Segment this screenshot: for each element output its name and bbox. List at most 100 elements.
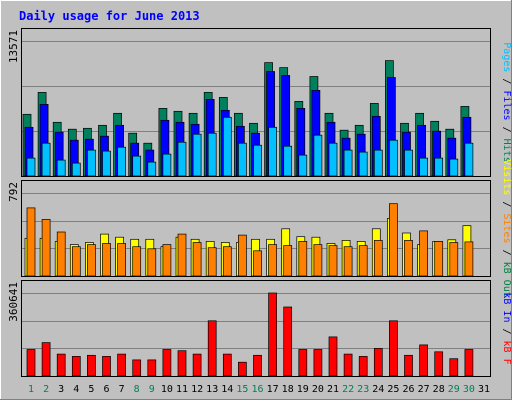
day-label-18: 18: [282, 384, 294, 395]
bar-sites-day-28: [435, 241, 443, 276]
day-label-25: 25: [387, 384, 399, 395]
day-label-9: 9: [149, 384, 155, 395]
bar-pages-day-29: [450, 159, 458, 176]
bar-pages-day-28: [435, 158, 443, 176]
day-label-1: 1: [28, 384, 34, 395]
bar-sites-day-15: [238, 235, 246, 276]
day-label-8: 8: [134, 384, 140, 395]
bar-kb-f-day-21: [329, 337, 337, 376]
bar-sites-day-16: [254, 251, 262, 276]
bar-kb-f-day-30: [465, 350, 473, 377]
day-label-27: 27: [418, 384, 430, 395]
side-legend-kbin-kbf: kB In / kB F: [501, 292, 512, 364]
bar-kb-f-day-20: [314, 350, 322, 377]
bar-kb-f-day-25: [389, 321, 397, 376]
bar-pages-day-30: [465, 143, 473, 176]
bar-pages-day-11: [178, 142, 186, 176]
bar-kb-f-day-17: [269, 293, 277, 376]
bar-sites-day-3: [57, 232, 65, 276]
bar-pages-day-21: [329, 143, 337, 176]
day-label-13: 13: [206, 384, 218, 395]
bar-sites-day-20: [314, 245, 322, 276]
side-legend-part-hits-files-pages-0: Pages: [501, 42, 512, 72]
bar-sites-day-11: [178, 234, 186, 276]
bar-pages-day-15: [238, 143, 246, 176]
day-label-30: 30: [463, 384, 475, 395]
day-label-21: 21: [327, 384, 339, 395]
day-label-24: 24: [372, 384, 384, 395]
bar-sites-day-19: [299, 241, 307, 276]
bar-kb-f-day-8: [133, 360, 141, 376]
day-label-20: 20: [312, 384, 324, 395]
bar-sites-day-23: [359, 246, 367, 276]
bar-pages-day-22: [344, 150, 352, 176]
ymax-label-kbin-kbf: 360641: [7, 282, 20, 322]
bar-sites-day-21: [329, 246, 337, 276]
bar-kb-f-day-13: [208, 321, 216, 376]
bar-kb-f-day-12: [193, 354, 201, 376]
day-label-28: 28: [433, 384, 445, 395]
day-label-29: 29: [448, 384, 460, 395]
day-label-11: 11: [176, 384, 188, 395]
bar-kb-f-day-6: [103, 356, 111, 376]
bar-pages-day-7: [118, 147, 126, 176]
bar-sites-day-14: [223, 247, 231, 276]
day-label-12: 12: [191, 384, 203, 395]
bar-pages-day-18: [284, 146, 292, 176]
day-label-23: 23: [357, 384, 369, 395]
side-legend-part-hits-files-pages-3: /: [501, 121, 512, 139]
side-legend-part-kbin-kbf-1: /: [501, 322, 512, 340]
bar-kb-f-day-14: [223, 354, 231, 376]
bar-pages-day-13: [208, 133, 216, 176]
bar-sites-day-2: [42, 219, 50, 276]
bar-pages-day-20: [314, 135, 322, 176]
bar-sites-day-7: [118, 244, 126, 277]
bar-sites-day-17: [269, 245, 277, 276]
bar-sites-day-10: [163, 245, 171, 276]
bar-pages-day-24: [374, 150, 382, 176]
bar-pages-day-14: [223, 117, 231, 176]
day-label-2: 2: [43, 384, 49, 395]
bar-sites-day-30: [465, 242, 473, 276]
side-legend-visits-sites: Visits / Sites / kB Out: [501, 159, 512, 297]
side-legend-part-kbin-kbf-0: kB In: [501, 292, 512, 322]
bar-kb-f-day-27: [420, 345, 428, 376]
day-label-31: 31: [478, 384, 490, 395]
day-label-16: 16: [251, 384, 263, 395]
side-legend-hits-files-pages: Pages / Files / Hits: [501, 42, 512, 162]
bar-kb-f-day-10: [163, 350, 171, 377]
bar-kb-f-day-11: [178, 351, 186, 376]
day-label-26: 26: [402, 384, 414, 395]
bar-sites-day-25: [389, 204, 397, 276]
ymax-label-hits-files-pages: 13571: [7, 30, 20, 63]
side-legend-part-visits-sites-1: /: [501, 195, 512, 213]
bar-sites-day-4: [72, 247, 80, 276]
day-label-15: 15: [236, 384, 248, 395]
bar-pages-day-6: [103, 151, 111, 176]
side-legend-part-visits-sites-0: Visits: [501, 159, 512, 195]
bar-sites-day-9: [148, 249, 156, 276]
bar-kb-f-day-4: [72, 356, 80, 376]
bar-sites-day-29: [450, 243, 458, 277]
day-label-7: 7: [119, 384, 125, 395]
bar-pages-day-1: [27, 158, 35, 176]
bar-sites-day-13: [208, 248, 216, 276]
bar-kb-f-day-7: [118, 354, 126, 376]
bar-sites-day-5: [87, 245, 95, 276]
side-legend-part-kbin-kbf-2: kB F: [501, 341, 512, 365]
day-label-17: 17: [267, 384, 279, 395]
day-label-4: 4: [73, 384, 79, 395]
bar-pages-day-3: [57, 160, 65, 176]
bar-pages-day-4: [72, 163, 80, 176]
day-label-3: 3: [58, 384, 64, 395]
bar-pages-day-12: [193, 134, 201, 176]
bar-kb-f-day-24: [374, 348, 382, 376]
side-legend-part-hits-files-pages-1: /: [501, 72, 512, 90]
bar-kb-f-day-15: [238, 362, 246, 376]
bar-sites-day-18: [284, 246, 292, 276]
bar-kb-f-day-26: [405, 355, 413, 376]
bar-kb-f-day-23: [359, 356, 367, 376]
bar-kb-f-day-16: [254, 355, 262, 376]
